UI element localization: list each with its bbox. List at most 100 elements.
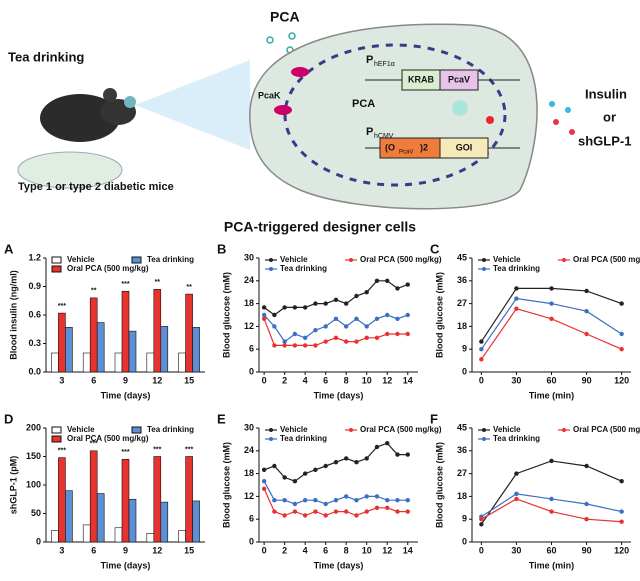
x-tick-label: 2 — [282, 545, 287, 555]
x-tick-label: 14 — [403, 375, 413, 385]
legend-label: Vehicle — [280, 425, 308, 434]
label: PcaV — [399, 150, 413, 156]
bar — [82, 524, 91, 543]
legend-label: Vehicle — [493, 255, 521, 264]
data-point — [405, 509, 410, 514]
y-tick-label: 1.2 — [28, 252, 41, 262]
y-tick-label: 18 — [244, 468, 254, 478]
data-point — [619, 331, 624, 337]
data-point — [292, 479, 298, 484]
data-point — [385, 441, 390, 446]
pca-molecules — [266, 32, 296, 54]
significance-label: *** — [58, 303, 66, 310]
secreted-proteins — [549, 101, 575, 135]
data-point — [479, 522, 484, 527]
legend-swatch — [269, 428, 273, 432]
bar — [153, 456, 162, 543]
label: hEF1α — [374, 61, 395, 68]
bar — [178, 352, 186, 373]
significance-label: ** — [186, 284, 192, 291]
legend-label: Tea drinking — [147, 425, 194, 434]
y-tick-label: 36 — [457, 445, 467, 455]
bar — [96, 322, 105, 373]
legend-label: Vehicle — [493, 425, 521, 434]
legend-swatch — [562, 258, 566, 262]
legend-swatch — [51, 265, 62, 273]
bar — [51, 352, 59, 373]
legend-swatch — [269, 267, 273, 271]
data-point — [395, 452, 400, 457]
x-tick-label: 6 — [323, 545, 328, 555]
label: Tea drinking — [8, 49, 84, 64]
legend-label: Oral PCA (500 mg/kg) — [67, 264, 149, 273]
label: )2 — [420, 142, 428, 152]
bar — [185, 456, 193, 543]
data-point — [395, 316, 400, 321]
data-point — [405, 331, 410, 337]
y-tick-label: 24 — [244, 275, 254, 285]
bar — [153, 289, 162, 373]
x-axis-label: Time (min) — [529, 560, 574, 570]
bar — [146, 352, 155, 373]
y-tick-label: 150 — [26, 451, 41, 461]
data-point — [514, 296, 519, 301]
legend-label: Tea drinking — [280, 434, 327, 443]
data-point — [619, 347, 624, 352]
label: PCA — [270, 9, 300, 25]
data-point — [313, 509, 318, 514]
bar — [178, 530, 186, 543]
data-point — [272, 498, 277, 503]
data-point — [584, 463, 589, 469]
data-point — [549, 301, 554, 306]
panel-label: F — [430, 411, 438, 426]
y-tick-label: 27 — [457, 298, 467, 308]
x-tick-label: 10 — [362, 545, 372, 555]
y-tick-label: 0 — [36, 536, 41, 546]
data-point — [313, 498, 318, 503]
data-point — [479, 347, 484, 352]
x-tick-label: 60 — [546, 545, 556, 555]
y-tick-label: 50 — [31, 508, 41, 518]
legend-swatch — [51, 435, 62, 443]
x-tick-label: 0 — [479, 375, 484, 385]
label: KRAB — [408, 74, 434, 84]
panel-label: A — [4, 241, 14, 256]
legend-swatch — [269, 437, 273, 441]
y-tick-label: 6 — [249, 344, 254, 354]
data-point — [549, 286, 554, 291]
y-tick-label: 12 — [244, 321, 254, 331]
data-point — [619, 479, 624, 484]
data-point — [549, 316, 554, 321]
label: GOI — [456, 142, 473, 152]
x-tick-label: 2 — [282, 375, 287, 385]
significance-label: *** — [121, 281, 129, 288]
y-axis-label: Blood glucose (mM) — [221, 272, 231, 358]
data-point — [292, 305, 298, 310]
data-point — [333, 335, 339, 340]
significance-label: *** — [121, 449, 129, 456]
significance-label: ** — [155, 279, 161, 286]
legend-label: Tea drinking — [147, 255, 194, 264]
data-point — [584, 288, 589, 294]
bar — [114, 352, 123, 373]
bar — [65, 490, 73, 543]
data-point — [343, 494, 349, 499]
data-point — [364, 509, 369, 514]
x-tick-label: 12 — [382, 375, 392, 385]
significance-label: *** — [185, 446, 193, 453]
data-point — [323, 339, 328, 344]
y-tick-label: 9 — [462, 514, 467, 524]
data-point — [354, 339, 359, 344]
data-point — [272, 312, 277, 318]
data-point — [261, 316, 267, 321]
legend-swatch — [482, 437, 486, 441]
series-line — [480, 460, 622, 525]
data-point — [272, 509, 277, 514]
data-point — [374, 316, 380, 321]
significance-label: *** — [58, 447, 66, 454]
x-tick-label: 90 — [582, 545, 592, 555]
x-axis-label: Time (days) — [101, 390, 151, 400]
legend-swatch — [482, 267, 486, 271]
x-tick-label: 14 — [403, 545, 413, 555]
